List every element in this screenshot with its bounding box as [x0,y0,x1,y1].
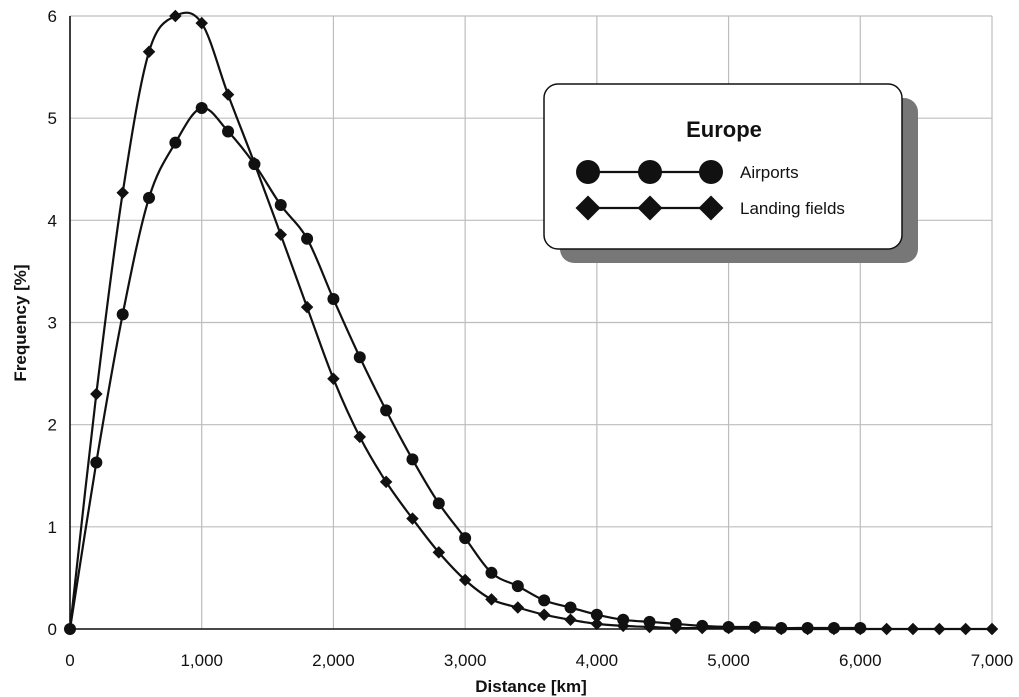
tick-labels: 0 1,000 2,000 3,000 4,000 5,000 6,000 7,000 0 1 2 3… [48,7,1014,670]
data-point [432,497,445,510]
data-point [327,372,340,385]
data-point [432,546,446,559]
x-axis-title: Distance [km] [475,677,586,696]
series-airports [64,101,867,635]
legend-marker [576,160,600,184]
data-point [169,9,182,23]
data-point [722,621,735,635]
data-point [221,88,235,101]
data-point [90,387,103,401]
legend-marker [699,160,723,184]
data-point [142,45,156,59]
data-point [116,186,129,199]
legend-entries: Airports Landing fields [575,160,845,221]
data-point [301,232,314,245]
data-point [274,228,287,241]
data-point [695,621,709,635]
x-tick-label: 7,000 [971,651,1014,670]
y-tick-label: 2 [48,416,57,435]
data-point [643,620,656,634]
data-point [537,608,551,621]
legend-label: Airports [740,163,799,182]
data-point [748,621,762,635]
data-point [538,594,551,607]
y-tick-label: 4 [48,211,57,230]
data-point [669,621,683,635]
legend-title: Europe [686,117,762,142]
data-point [327,293,340,306]
data-point [143,191,156,204]
data-point [564,613,577,627]
data-point [485,593,498,606]
data-point [169,136,182,149]
y-axis-title: Frequency [%] [11,264,30,381]
data-point [485,566,498,579]
legend-marker [575,195,601,221]
x-tick-label: 5,000 [707,651,750,670]
y-tick-label: 1 [48,518,57,537]
data-point [274,199,287,212]
x-tick-label: 4,000 [576,651,619,670]
data-point [590,617,604,631]
legend-marker [638,160,662,184]
data-point [116,308,129,321]
data-point [195,16,208,30]
x-tick-label: 0 [65,651,74,670]
data-point [511,601,525,614]
y-tick-label: 5 [48,109,57,128]
data-point [458,573,472,587]
data-point [511,580,524,593]
data-point [406,512,419,525]
data-point [379,475,393,489]
data-point [459,532,472,545]
legend-entry: Airports [576,160,799,184]
y-tick-label: 6 [48,7,57,26]
data-point [222,125,235,138]
data-point [590,608,603,621]
x-tick-label: 1,000 [180,651,223,670]
x-tick-label: 2,000 [312,651,355,670]
data-point [90,456,103,469]
data-point [353,351,366,364]
legend: Europe Airports Landing fields [543,83,918,263]
data-point [195,101,208,114]
y-tick-label: 0 [48,620,57,639]
legend-marker [698,195,724,221]
data-point [353,430,367,444]
legend-entry: Landing fields [575,195,845,221]
legend-label: Landing fields [740,199,845,218]
x-tick-label: 3,000 [444,651,487,670]
x-tick-label: 6,000 [839,651,882,670]
y-tick-label: 3 [48,314,57,333]
data-point [300,300,314,314]
data-point [380,404,393,417]
data-point [564,601,577,614]
data-point [248,156,261,170]
data-point [406,453,419,466]
plot-axes [69,16,992,630]
legend-marker [637,195,663,221]
